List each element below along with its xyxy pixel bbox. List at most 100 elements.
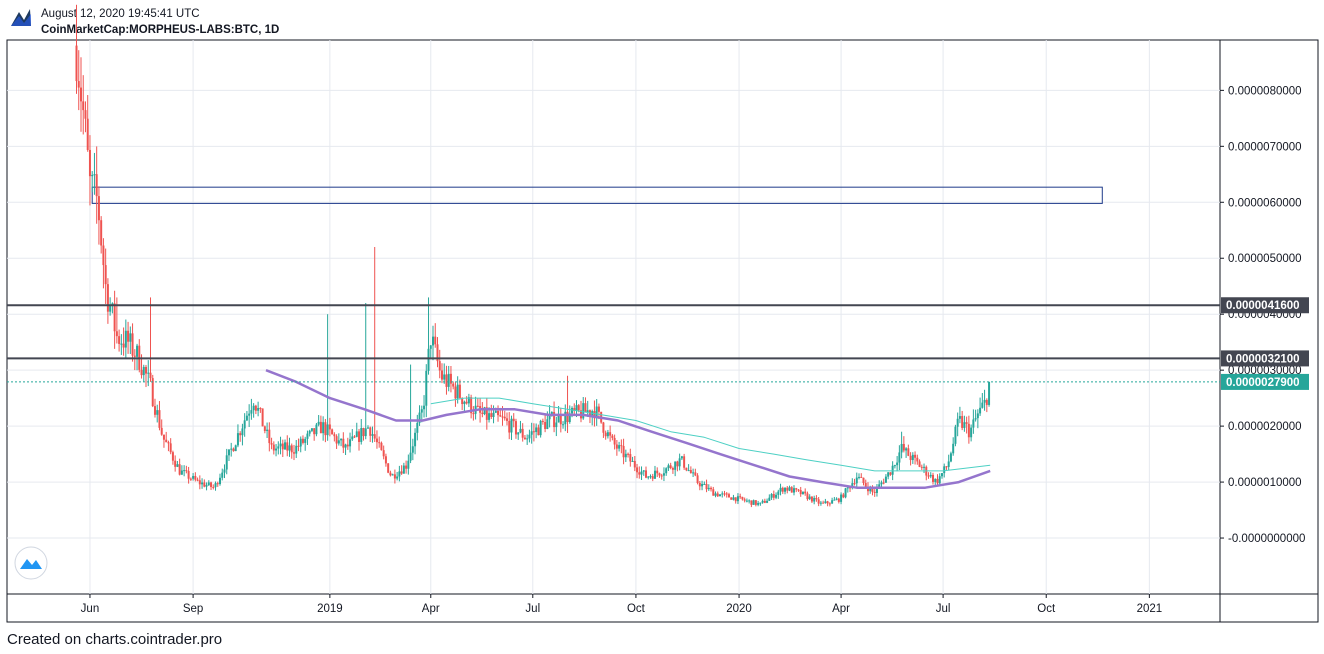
candle-body (109, 306, 112, 312)
candle-body (261, 408, 264, 427)
candle-body (678, 458, 681, 467)
candle-body (346, 444, 349, 447)
candle-body (568, 413, 571, 423)
candle-body (243, 420, 246, 429)
y-tick-label: 0.0000060000 (1228, 197, 1302, 209)
candle-body (418, 412, 421, 423)
candle-body (669, 465, 672, 468)
candle-body (380, 442, 383, 451)
candle-body (723, 493, 726, 495)
candle-body (833, 499, 836, 501)
candle-body (801, 491, 804, 495)
x-tick-label: Jul (525, 603, 540, 615)
candle-body (571, 408, 574, 414)
candle-body (436, 344, 439, 362)
candle-body (349, 439, 352, 447)
candle-body (398, 471, 401, 477)
candle-body (337, 440, 340, 444)
candle-body (241, 428, 244, 436)
candle-body (131, 333, 134, 356)
candle-body (808, 496, 811, 500)
candle-body (595, 406, 598, 419)
candle-body (304, 438, 307, 443)
candle-body (351, 436, 354, 440)
candle-body (153, 406, 156, 415)
candle-body (911, 454, 914, 461)
candle-body (140, 369, 143, 376)
candle-body (647, 476, 650, 478)
candle-body (277, 446, 280, 449)
candle-body (178, 464, 181, 475)
candle-body (884, 476, 887, 483)
candle-body (232, 448, 235, 452)
footer-credit: Created on charts.cointrader.pro (7, 631, 223, 648)
candle-body (427, 348, 430, 371)
candle-body (604, 432, 607, 437)
candle-body (102, 245, 105, 266)
candle-body (714, 493, 717, 496)
candle-body (461, 397, 464, 405)
candle-body (445, 374, 448, 387)
candle-body (263, 426, 266, 431)
candle-body (860, 476, 863, 478)
candle-body (485, 407, 488, 420)
candle-body (875, 487, 878, 493)
candle-body (909, 455, 912, 461)
candle-body (920, 466, 923, 468)
candle-body (501, 416, 504, 418)
candle-body (526, 438, 529, 440)
candle-body (481, 412, 484, 415)
candle-body (514, 421, 517, 435)
watermark-logo-bg (14, 546, 48, 580)
candle-body (248, 413, 251, 416)
candle-body (893, 465, 896, 467)
candle-body (151, 378, 154, 407)
candle-body (326, 424, 329, 436)
candle-body (914, 454, 917, 458)
candle-body (923, 466, 926, 468)
candle-body (207, 482, 210, 486)
candle-body (79, 87, 82, 102)
candle-body (535, 427, 538, 433)
candle-body (685, 467, 688, 471)
candle-body (393, 474, 396, 479)
candle-body (310, 428, 313, 431)
candle-body (210, 482, 213, 487)
candle-body (981, 402, 984, 408)
candle-body (555, 422, 558, 428)
candle-body (145, 366, 148, 374)
candle-body (963, 422, 966, 428)
candle-body (447, 373, 450, 387)
candle-body (907, 448, 910, 456)
candle-body (541, 420, 544, 423)
candle-body (508, 420, 511, 433)
candle-body (961, 416, 964, 428)
candle-body (721, 493, 724, 495)
candle-body (284, 442, 287, 450)
candle-body (898, 452, 901, 463)
x-tick-label: Oct (627, 603, 646, 615)
candle-body (633, 460, 636, 468)
price-chart[interactable]: 0.0000080000 0.0000070000 0.0000060000 0.00… (0, 0, 1324, 630)
candle-body (846, 487, 849, 489)
candle-body (970, 427, 973, 438)
chart-area[interactable]: 0.0000080000 0.0000070000 0.0000060000 0.00… (0, 0, 1324, 635)
candle-body (375, 438, 378, 443)
candle-body (902, 443, 905, 451)
candle-body (452, 383, 455, 387)
chart-symbol: CoinMarketCap:MORPHEUS-LABS:BTC, 1D (41, 24, 280, 36)
candle-body (698, 483, 701, 487)
candle-body (476, 405, 479, 407)
candle-body (640, 471, 643, 475)
candle-body (165, 439, 168, 443)
candle-body (120, 343, 123, 345)
candle-body (548, 414, 551, 420)
candle-body (965, 422, 968, 424)
candle-body (369, 427, 372, 436)
candle-body (288, 445, 291, 451)
candle-body (147, 372, 150, 374)
level-price-label-bg (1221, 350, 1309, 367)
candle-body (266, 429, 269, 431)
candle-body (660, 475, 663, 477)
candle-body (927, 475, 930, 477)
